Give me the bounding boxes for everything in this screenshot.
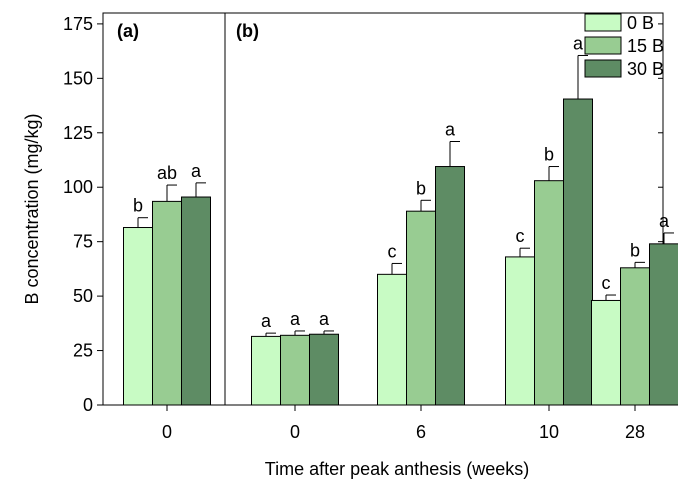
panel-b-label: (b) (236, 21, 259, 41)
significance-letter: c (602, 273, 611, 293)
x-tick-label: 10 (539, 422, 559, 442)
significance-letter: a (445, 119, 456, 139)
y-tick-label: 100 (63, 177, 93, 197)
bar (505, 256, 535, 406)
bar (251, 335, 281, 406)
significance-letter: a (191, 161, 202, 181)
x-axis-title: Time after peak anthesis (weeks) (265, 459, 529, 479)
y-tick-label: 150 (63, 68, 93, 88)
bar (377, 273, 407, 406)
significance-letter: a (290, 309, 301, 329)
x-tick-label: 6 (416, 422, 426, 442)
significance-letter: b (544, 145, 554, 165)
significance-letter: b (133, 196, 143, 216)
significance-letter: a (319, 309, 330, 329)
legend-swatch (584, 59, 622, 78)
bar (649, 243, 678, 406)
x-tick-label: 28 (625, 422, 645, 442)
significance-letter: a (261, 311, 272, 331)
significance-letter: c (388, 241, 397, 261)
y-tick-label: 50 (73, 286, 93, 306)
significance-letter: c (516, 226, 525, 246)
legend-label: 30 B (627, 59, 664, 79)
bar (181, 196, 211, 406)
bar (152, 200, 182, 406)
x-tick-label: 0 (290, 422, 300, 442)
bar (435, 166, 465, 406)
y-tick-label: 75 (73, 232, 93, 252)
x-tick-label: 0 (162, 422, 172, 442)
significance-letter: a (659, 211, 670, 231)
legend-label: 0 B (627, 13, 654, 33)
y-tick-label: 175 (63, 14, 93, 34)
bar (591, 299, 621, 406)
y-tick-label: 125 (63, 123, 93, 143)
y-tick-label: 0 (83, 395, 93, 415)
bar (534, 180, 564, 406)
significance-letter: b (630, 240, 640, 260)
significance-letter: a (573, 33, 584, 53)
bar (406, 210, 436, 406)
legend-label: 15 B (627, 36, 664, 56)
legend-swatch (584, 13, 622, 32)
bar (123, 227, 153, 406)
legend-swatch (584, 36, 622, 55)
panel-a-label: (a) (117, 21, 139, 41)
bar (280, 334, 310, 406)
bar (309, 333, 339, 406)
y-axis-title: B concentration (mg/kg) (22, 113, 42, 304)
y-tick-label: 25 (73, 341, 93, 361)
bar (563, 98, 593, 406)
significance-letter: b (416, 178, 426, 198)
significance-letter: ab (157, 163, 177, 183)
bar (620, 267, 650, 406)
